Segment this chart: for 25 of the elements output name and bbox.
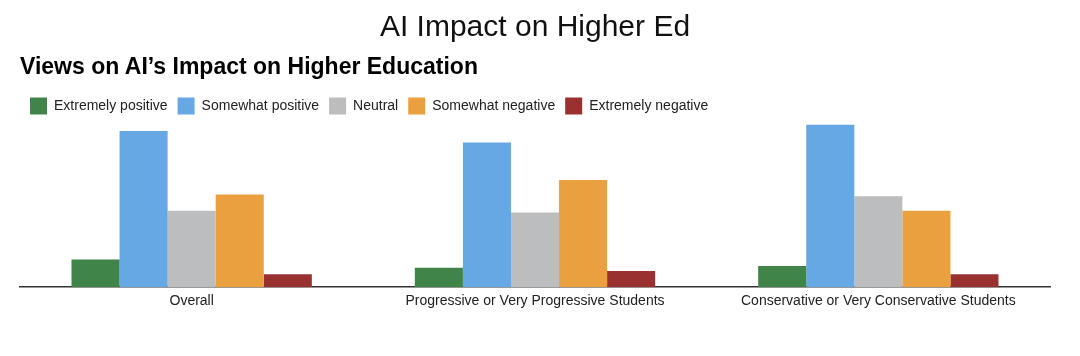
x-tick-label: Progressive or Very Progressive Students: [405, 292, 665, 309]
bar: [607, 270, 656, 288]
bar: [806, 124, 855, 288]
bar: [559, 179, 608, 288]
legend-label: Extremely negative: [589, 96, 709, 113]
x-tick-label: Overall: [169, 292, 214, 309]
bar: [462, 142, 511, 288]
bar: [854, 196, 903, 288]
legend-label: Neutral: [353, 96, 399, 113]
bar: [119, 131, 168, 288]
bar: [758, 266, 807, 288]
bar: [215, 194, 264, 288]
bar: [510, 212, 560, 288]
legend-label: Somewhat positive: [201, 96, 320, 113]
bar: [414, 267, 463, 288]
bar: [902, 210, 951, 288]
legend-label: Extremely positive: [54, 96, 168, 113]
chart-subtitle: Views on AI’s Impact on Higher Education: [20, 53, 478, 80]
x-tick-label: Conservative or Very Conservative Students: [740, 292, 1016, 309]
bar: [950, 274, 999, 288]
legend-label: Somewhat negative: [432, 96, 556, 113]
bar: [263, 274, 312, 288]
bar: [71, 259, 120, 288]
chart-title: AI Impact on Higher Ed: [379, 9, 691, 43]
bar: [167, 210, 216, 288]
